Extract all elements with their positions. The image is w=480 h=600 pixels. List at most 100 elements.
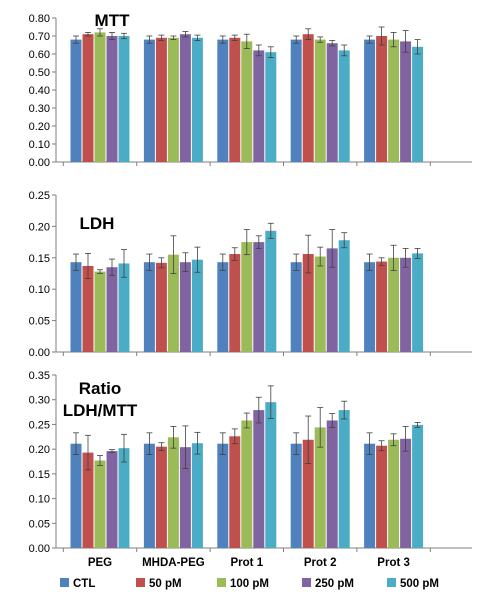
bar: [338, 50, 350, 162]
bar: [265, 402, 277, 548]
bar: [400, 41, 412, 162]
legend-label: 50 pM: [149, 578, 182, 590]
legend-label: 500 pM: [400, 578, 439, 590]
bar: [302, 254, 314, 352]
bar: [241, 41, 253, 162]
bar: [217, 262, 229, 352]
bar: [400, 438, 412, 548]
bar: [118, 36, 130, 162]
bar: [412, 424, 424, 548]
category-label: PEG: [88, 557, 112, 569]
legend-swatch: [136, 578, 145, 587]
legend-swatch: [302, 578, 311, 587]
bar: [290, 262, 302, 352]
y-tick-label: 0.15: [29, 469, 50, 481]
bar: [167, 37, 179, 162]
y-tick-label: 0.25: [29, 419, 50, 431]
y-tick-label: 0.50: [29, 67, 50, 79]
panel-subtitle: LDH/MTT: [63, 401, 138, 420]
legend-label: 100 pM: [230, 578, 269, 590]
bar: [143, 262, 155, 352]
bar: [253, 50, 265, 162]
bar: [412, 253, 424, 352]
bar: [253, 242, 265, 352]
bar: [191, 37, 203, 162]
bar: [118, 263, 130, 352]
panel-2: 0.00 0.05 0.10 0.15 0.20 0.25 LDH: [29, 190, 472, 359]
y-tick-label: 0.20: [29, 444, 50, 456]
y-tick-label: 0.05: [29, 316, 50, 328]
panel-title: MTT: [95, 11, 131, 30]
y-tick-label: 0.20: [29, 221, 50, 233]
bar: [155, 37, 167, 162]
legend-swatch: [217, 578, 226, 587]
bar: [364, 39, 376, 162]
bar: [191, 443, 203, 548]
panel-1: 0.00 0.10 0.20 0.30 0.40 0.50 0.60 0.70 0.80 MTT: [29, 11, 472, 169]
bar: [70, 262, 82, 352]
panel-title: Ratio: [79, 379, 122, 398]
bar: [376, 261, 388, 352]
bar: [179, 447, 191, 548]
bar: [265, 230, 277, 352]
bar: [338, 240, 350, 352]
y-tick-label: 0.35: [29, 370, 50, 382]
bar: [94, 32, 106, 163]
y-tick-label: 0.15: [29, 253, 50, 265]
category-label: Prot 2: [304, 557, 337, 569]
bar: [326, 420, 338, 548]
y-tick-label: 0.40: [29, 85, 50, 97]
bar: [106, 36, 118, 162]
y-tick-label: 0.60: [29, 49, 50, 61]
bar: [191, 259, 203, 352]
bar: [82, 34, 94, 163]
bar: [94, 460, 106, 548]
legend-label: 250 pM: [315, 578, 354, 590]
bar: [290, 443, 302, 548]
bar: [217, 443, 229, 548]
y-tick-label: 0.00: [29, 347, 50, 359]
y-tick-label: 0.25: [29, 190, 50, 202]
bar: [412, 46, 424, 162]
bar: [302, 34, 314, 163]
bar: [338, 410, 350, 548]
bar: [106, 267, 118, 352]
bar: [364, 443, 376, 548]
bar: [253, 410, 265, 548]
bar: [229, 254, 241, 352]
bar: [94, 271, 106, 352]
panel-3: 0.00 0.05 0.10 0.15 0.20 0.25 0.30 0.35 PEG MHDA-…: [29, 370, 472, 569]
y-tick-label: 0.30: [29, 103, 50, 115]
bar: [70, 39, 82, 162]
y-tick-label: 0.20: [29, 121, 50, 133]
bar: [179, 262, 191, 352]
bar: [302, 439, 314, 548]
bar: [326, 248, 338, 352]
y-tick-label: 0.00: [29, 543, 50, 555]
legend-label: CTL: [73, 578, 95, 590]
bar: [376, 36, 388, 162]
bar: [167, 254, 179, 352]
y-tick-label: 0.10: [29, 139, 50, 151]
y-tick-label: 0.70: [29, 31, 50, 43]
bar: [265, 52, 277, 163]
bar: [167, 437, 179, 548]
category-label: MHDA-PEG: [142, 557, 205, 569]
bar: [82, 265, 94, 352]
panel-title: LDH: [80, 214, 115, 233]
bar: [326, 43, 338, 163]
y-tick-label: 0.30: [29, 395, 50, 407]
bar: [143, 443, 155, 548]
category-label: Prot 1: [231, 557, 264, 569]
category-label: Prot 3: [377, 557, 410, 569]
bar: [155, 262, 167, 352]
y-tick-label: 0.05: [29, 518, 50, 530]
bar: [290, 39, 302, 162]
bar: [118, 448, 130, 548]
bar: [70, 443, 82, 548]
chart-panels: 0.000.100.200.300.400.500.600.700.80 MTT0…: [29, 11, 472, 569]
y-tick-label: 0.10: [29, 284, 50, 296]
bar: [229, 436, 241, 548]
bar: [82, 452, 94, 548]
y-tick-label: 0.00: [29, 157, 50, 169]
